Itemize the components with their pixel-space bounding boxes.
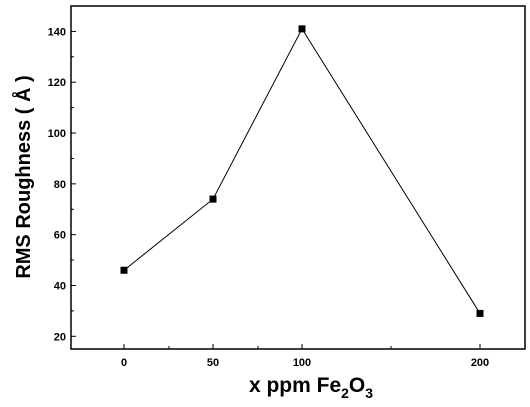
y-tick-label-1: 40: [54, 280, 66, 292]
y-tick-label-3: 80: [54, 179, 66, 191]
plot-frame: [70, 5, 526, 350]
y-tick-label-2: 60: [54, 230, 66, 242]
x-tick-label-0: 0: [121, 357, 127, 369]
y-tick-label-5: 120: [48, 77, 66, 89]
y-axis-title: RMS Roughness ( Å ): [11, 75, 35, 278]
x-tick-label-2: 100: [293, 357, 311, 369]
x-axis-title: x ppm Fe2O3: [249, 374, 373, 401]
x-axis-title-prefix: x ppm Fe: [249, 374, 341, 397]
data-point-50: [209, 195, 217, 203]
x-tick-label-3: 200: [471, 357, 489, 369]
y-tick-label-0: 20: [54, 331, 66, 343]
data-point-100: [298, 25, 306, 33]
series-line: [123, 27, 481, 314]
data-point-0: [120, 266, 128, 274]
x-axis-title-mid: O: [349, 374, 365, 397]
y-tick-label-4: 100: [48, 128, 66, 140]
x-axis-title-sub1: 2: [341, 385, 349, 401]
y-tick-label-6: 140: [48, 26, 66, 38]
x-axis-ticks: 0 50 100 200: [121, 344, 489, 369]
data-points: [120, 25, 484, 317]
data-point-200: [476, 309, 484, 317]
y-axis-ticks: 20 40 60 80 100 120 140: [48, 26, 76, 343]
x-axis-title-sub2: 3: [365, 385, 373, 401]
x-tick-label-1: 50: [207, 357, 219, 369]
